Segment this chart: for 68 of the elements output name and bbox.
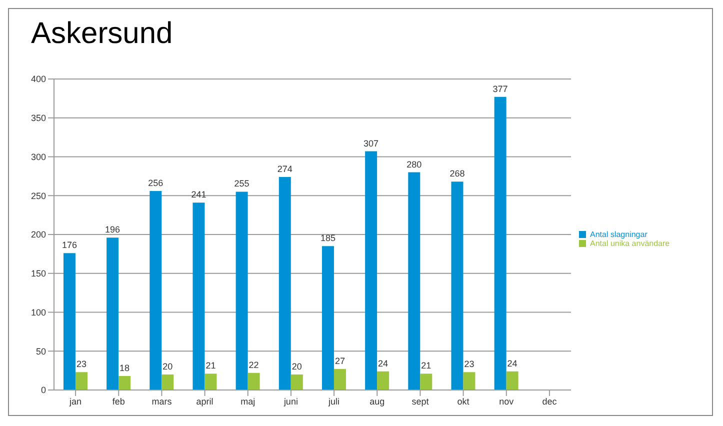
data-label: 18 <box>120 363 130 374</box>
data-label: 268 <box>450 168 465 179</box>
data-label: 241 <box>191 190 206 200</box>
y-tick-label: 400 <box>30 74 46 84</box>
y-tick-label: 0 <box>40 385 46 396</box>
bar <box>278 176 291 390</box>
x-tick-label: feb <box>112 396 125 406</box>
x-tick-label: juni <box>282 396 298 406</box>
data-label: 307 <box>364 138 379 148</box>
data-label: 255 <box>234 178 250 189</box>
bar <box>248 372 260 390</box>
x-tick-label: dec <box>542 396 558 406</box>
bar <box>162 374 174 390</box>
bar <box>408 172 420 390</box>
bar <box>334 369 346 390</box>
bar <box>106 238 119 390</box>
bar <box>290 374 303 390</box>
x-tick-label: okt <box>457 396 470 406</box>
data-label: 377 <box>492 84 508 94</box>
bar <box>494 96 506 390</box>
y-tick-label: 50 <box>36 346 46 356</box>
x-tick-label: juli <box>328 396 340 406</box>
legend-label: Antal slagningar <box>590 230 648 239</box>
bar <box>322 246 334 390</box>
y-tick-label: 100 <box>30 307 46 318</box>
y-tick-label: 350 <box>30 113 46 124</box>
data-label: 24 <box>507 358 518 368</box>
x-tick-label: april <box>196 396 214 406</box>
data-label: 20 <box>162 361 173 372</box>
data-label: 274 <box>277 164 292 174</box>
y-tick-label: 200 <box>30 230 46 240</box>
bar <box>451 182 464 390</box>
bar <box>192 202 205 390</box>
bar <box>75 372 88 390</box>
x-tick-label: nov <box>499 396 514 406</box>
bar <box>204 374 217 390</box>
x-tick-label: aug <box>370 396 385 406</box>
x-tick-label: sept <box>412 396 430 406</box>
data-label: 176 <box>62 240 77 250</box>
data-label: 22 <box>248 360 259 370</box>
data-label: 185 <box>320 233 336 244</box>
data-label: 23 <box>464 359 474 370</box>
y-tick-label: 250 <box>30 190 46 201</box>
chart-title: Askersund <box>31 17 173 51</box>
data-label: 21 <box>421 360 432 371</box>
bar <box>150 190 162 390</box>
data-label: 196 <box>105 224 120 235</box>
bar <box>365 151 378 390</box>
bar <box>63 253 76 390</box>
y-tick-label: 150 <box>30 268 46 279</box>
data-label: 280 <box>406 159 422 170</box>
y-tick-label: 300 <box>30 152 46 162</box>
x-tick-label: jan <box>68 396 82 406</box>
bar <box>236 192 248 390</box>
x-tick-label: maj <box>240 396 256 406</box>
bar <box>506 371 518 390</box>
data-label: 256 <box>148 178 164 188</box>
bar <box>118 376 131 390</box>
x-tick-label: mars <box>152 396 172 406</box>
data-label: 24 <box>378 358 388 368</box>
bar <box>463 372 476 390</box>
legend-label: Antal unika användare <box>590 239 670 248</box>
bar <box>377 371 390 390</box>
data-label: 20 <box>292 361 302 372</box>
data-label: 21 <box>206 360 216 371</box>
data-label: 27 <box>334 356 345 366</box>
bar <box>420 374 432 390</box>
data-label: 23 <box>76 359 86 370</box>
